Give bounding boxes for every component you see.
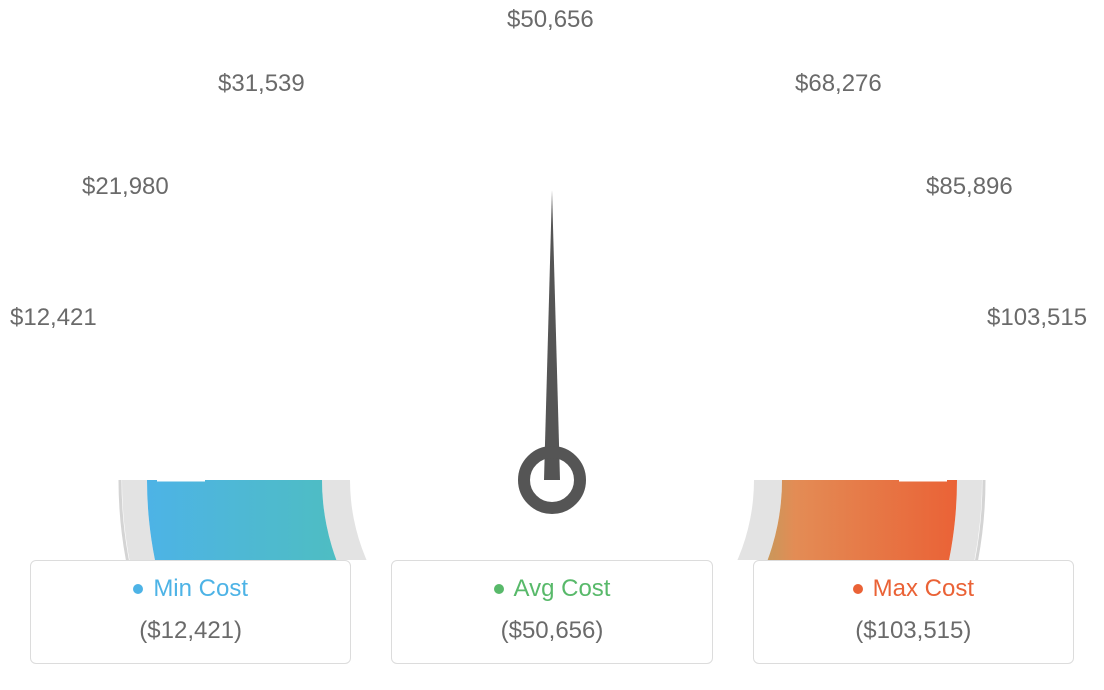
legend-title-label: Avg Cost [514,575,611,603]
dot-icon [494,584,504,594]
legend-value-max: ($103,515) [754,617,1073,645]
legend-title-max: Max Cost [853,575,974,603]
legend-card-min: Min Cost ($12,421) [30,560,351,664]
legend-card-avg: Avg Cost ($50,656) [391,560,712,664]
legend-title-avg: Avg Cost [494,575,611,603]
legend-title-label: Min Cost [153,575,248,603]
legend-title-min: Min Cost [133,575,248,603]
legend-value-min: ($12,421) [31,617,350,645]
dot-icon [853,584,863,594]
gauge-tick-label: $21,980 [82,173,169,201]
gauge-tick-label: $50,656 [507,6,594,34]
gauge-chart: $12,421 $21,980 $31,539 $50,656 $68,276 $85,8… [0,0,1104,560]
legend-title-label: Max Cost [873,575,974,603]
gauge-svg [0,0,1104,560]
gauge-tick-label: $85,896 [926,173,1013,201]
gauge-tick-label: $68,276 [795,70,882,98]
gauge-tick-label: $31,539 [218,70,305,98]
legend-row: Min Cost ($12,421) Avg Cost ($50,656) Ma… [0,560,1104,684]
legend-card-max: Max Cost ($103,515) [753,560,1074,664]
dot-icon [133,584,143,594]
gauge-tick-label: $12,421 [10,304,97,332]
gauge-tick-label: $103,515 [987,304,1087,332]
legend-value-avg: ($50,656) [392,617,711,645]
